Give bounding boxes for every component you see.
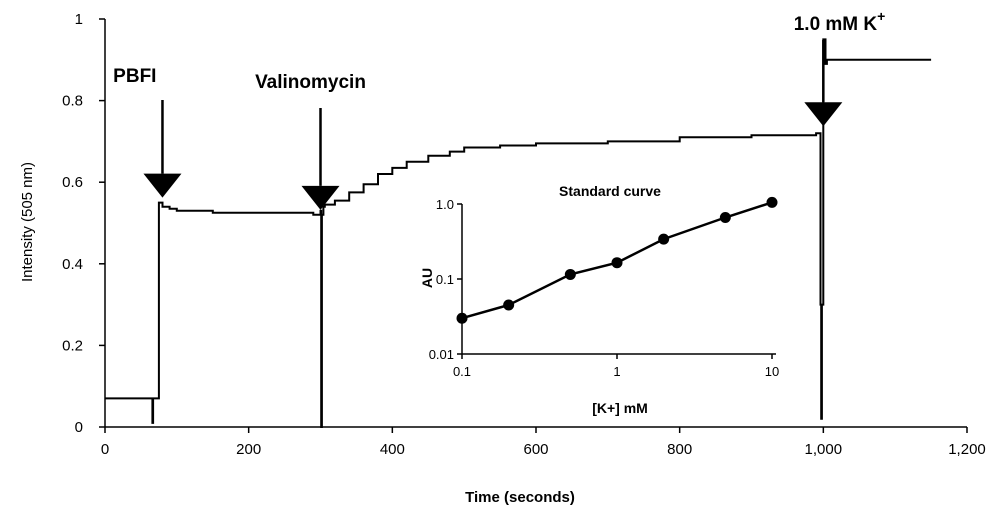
- standard-curve-point: [766, 196, 778, 208]
- annotation-arrowhead: [804, 102, 843, 127]
- standard-curve-point: [503, 299, 515, 311]
- annotation-arrowhead: [301, 185, 340, 210]
- inset-ticks: 0.1 1 10 0.01 0.1 1.0: [429, 197, 780, 379]
- annotation-superscript: +: [877, 8, 885, 24]
- x-tick-label: 0: [101, 441, 109, 458]
- x-tick-label: 800: [667, 441, 692, 458]
- main-axes: [104, 19, 967, 428]
- main-series: [105, 38, 932, 428]
- standard-curve-point: [564, 268, 576, 280]
- annotation-label: Valinomycin: [255, 72, 366, 93]
- inset-title: Standard curve: [559, 183, 661, 199]
- inset-y-tick-label: 1.0: [436, 197, 454, 212]
- annotation-arrowhead: [143, 173, 182, 198]
- y-tick-label: 0.4: [62, 256, 83, 273]
- x-tick-label: 200: [236, 441, 261, 458]
- inset-x-tick-label: 0.1: [453, 364, 471, 379]
- y-tick-label: 0.6: [62, 174, 83, 191]
- y-tick-label: 0.2: [62, 337, 83, 354]
- inset-y-tick-label: 0.1: [436, 272, 454, 287]
- annotation-label: 1.0 mM K+: [794, 8, 886, 35]
- x-tick-label: 1,200: [948, 441, 986, 458]
- y-tick-label: 0.8: [62, 93, 83, 110]
- standard-curve-point: [456, 312, 468, 324]
- y-tick-label: 0: [75, 419, 83, 436]
- standard-curve-point: [611, 257, 623, 269]
- x-tick-label: 400: [380, 441, 405, 458]
- y-axis-title: Intensity (505 nm): [19, 162, 36, 282]
- x-tick-label: 1,000: [805, 441, 843, 458]
- inset-x-axis-title: [K+] mM: [592, 400, 648, 416]
- inset-x-tick-label: 1: [613, 364, 620, 379]
- inset-x-tick-label: 10: [765, 364, 779, 379]
- standard-curve-point: [658, 233, 670, 245]
- inset-plot: 0.1 1 100.010.11.0 Standard curve [K+] mM …: [419, 183, 779, 416]
- main-annotations: PBFI Valinomycin 1.0 mM K+: [113, 8, 885, 210]
- intensity-trace: [105, 38, 932, 428]
- main-plot: 0 200 400 600 800 1,000 1,200 0 0.2 0.4 0.6 0.8 1 PB…: [19, 8, 986, 506]
- inset-y-tick-label: 0.01: [429, 347, 454, 362]
- annotation-label: PBFI: [113, 66, 156, 87]
- inset-series: [456, 196, 778, 324]
- x-axis-title: Time (seconds): [465, 489, 575, 506]
- inset-axes: [461, 204, 776, 355]
- y-tick-label: 1: [75, 11, 83, 28]
- x-tick-label: 600: [523, 441, 548, 458]
- inset-y-axis-title: AU: [419, 268, 435, 288]
- main-ticks: 0 200 400 600 800 1,000 1,200 0 0.2 0.4 0.6 0.8 1: [62, 11, 986, 458]
- standard-curve-point: [719, 212, 731, 224]
